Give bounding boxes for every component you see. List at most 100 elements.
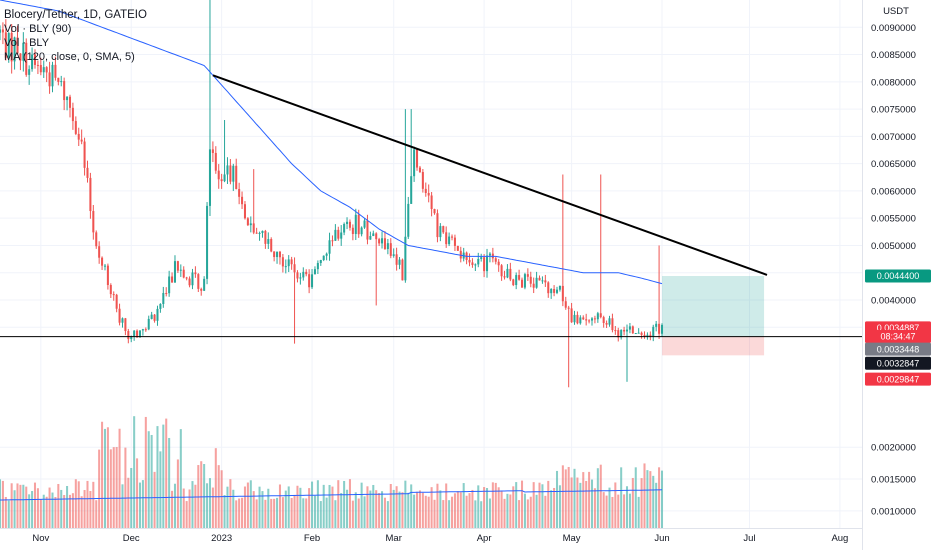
candle: [243, 204, 246, 219]
volume-bar: [141, 480, 144, 528]
volume-bar: [118, 428, 121, 528]
volume-bar: [375, 490, 378, 528]
volume-bar: [226, 486, 229, 528]
y-tick-6: 0.0060000: [871, 186, 916, 197]
volume-bar: [150, 434, 153, 528]
candle: [378, 239, 381, 244]
volume-bar: [173, 483, 176, 528]
candle: [238, 189, 241, 197]
volume-bar: [544, 495, 547, 528]
candle: [308, 274, 311, 288]
candle: [550, 288, 553, 294]
volume-bar: [206, 483, 209, 528]
candle: [354, 214, 357, 234]
volume-bar: [497, 487, 500, 528]
candle: [398, 259, 401, 265]
candle: [506, 268, 509, 278]
y-tick-5: 0.0065000: [871, 159, 916, 170]
price-tag-2: 08:34:47: [880, 332, 915, 342]
candle: [448, 236, 451, 245]
volume-bar: [182, 488, 185, 528]
volume-bar: [471, 489, 474, 528]
candle: [369, 236, 372, 240]
volume-bar: [176, 459, 179, 528]
candle: [436, 213, 439, 238]
volume-bar: [413, 494, 416, 528]
candle: [276, 251, 279, 258]
volume-bar: [518, 500, 521, 528]
candle: [316, 263, 319, 270]
volume-bar: [547, 480, 550, 528]
volume-bar: [68, 494, 72, 528]
candle: [346, 221, 349, 224]
x-tick-9: Aug: [831, 533, 848, 544]
chart-legend: Blocery/Tether, 1D, GATEIO Vol · BLY (90…: [4, 8, 147, 64]
candle: [74, 121, 77, 134]
volume-bar: [477, 485, 480, 528]
candle: [203, 278, 206, 291]
candle: [628, 326, 631, 330]
volume-bar: [611, 496, 614, 528]
candle: [109, 285, 112, 295]
volume-bar: [486, 488, 489, 528]
candle: [165, 293, 168, 295]
volume-bar: [558, 485, 561, 528]
volume-bar: [325, 497, 328, 528]
candle: [395, 254, 398, 265]
volume-bar: [188, 489, 191, 528]
volume-bar: [238, 498, 241, 528]
candle: [611, 318, 614, 331]
candle: [22, 42, 25, 61]
candle: [634, 333, 637, 335]
candle: [133, 330, 136, 337]
volume-bar: [121, 484, 124, 528]
volume-bar: [398, 491, 401, 528]
volume-bar: [602, 492, 605, 528]
volume-bar: [255, 499, 258, 528]
volume-bar: [343, 480, 346, 528]
candle: [28, 69, 31, 75]
volume-bar: [407, 492, 410, 528]
candle: [427, 192, 430, 196]
volume-bar: [80, 496, 83, 528]
volume-bar: [488, 498, 491, 528]
volume-bar: [439, 490, 442, 528]
stop-zone: [662, 336, 765, 356]
candle: [608, 318, 611, 325]
candle: [208, 149, 211, 206]
legend-vol-90: Vol · BLY (90): [4, 23, 72, 35]
candle: [337, 229, 340, 239]
trend-line: [212, 74, 768, 276]
volume-bar: [503, 498, 506, 528]
volume-bar: [147, 431, 150, 528]
volume-bar: [109, 449, 112, 528]
candle: [223, 174, 226, 182]
volume-bar: [351, 500, 354, 528]
volume-bar: [433, 499, 436, 528]
volume-bar: [45, 496, 48, 528]
volume-bar: [576, 477, 579, 528]
candle: [643, 334, 646, 337]
candle: [640, 332, 643, 335]
volume-bar: [506, 493, 509, 528]
candle: [13, 37, 16, 62]
candle: [599, 313, 602, 318]
volume-bar: [305, 498, 308, 528]
volume-bar: [494, 482, 497, 528]
candle: [471, 262, 474, 265]
candle: [553, 288, 556, 293]
candle: [261, 230, 264, 233]
volume-bar: [278, 484, 281, 528]
volume-bar: [564, 469, 567, 528]
candle: [194, 272, 197, 275]
volume-bar: [220, 470, 223, 528]
candle: [538, 277, 541, 281]
volume-bar: [290, 498, 293, 528]
volume-bar: [77, 481, 80, 528]
volume-bar: [623, 494, 626, 528]
candle: [416, 149, 419, 168]
volume-bar: [243, 486, 246, 528]
volume-bar: [36, 488, 39, 528]
volume-bar: [436, 483, 439, 528]
